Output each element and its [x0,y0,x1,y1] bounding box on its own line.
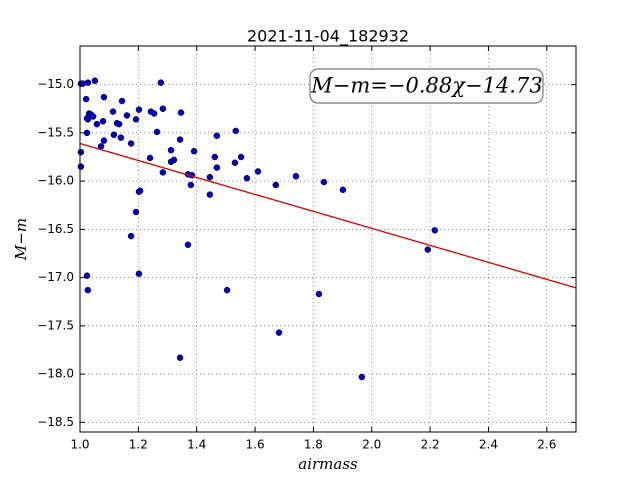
point [275,329,283,336]
y-tick-label: −15.0 [37,77,74,91]
x-tick-label: 2.4 [479,438,498,452]
point [83,272,91,279]
y-axis-label: M−m [12,218,30,261]
point [320,178,328,186]
point [77,163,85,170]
point [123,112,131,119]
point [83,129,91,137]
point [170,156,178,164]
x-tick-label: 1.2 [129,438,148,452]
point [211,153,219,161]
point [292,173,300,180]
point [206,191,214,198]
x-tick-label: 1.6 [246,438,265,452]
point [159,105,167,112]
point [237,153,245,161]
point [159,169,167,176]
point [339,186,347,194]
point [206,173,214,181]
point [223,286,231,294]
point [187,181,195,189]
point [424,246,432,253]
point [117,134,125,141]
point [89,113,97,120]
point [190,147,198,155]
point [135,106,143,113]
point [118,97,126,105]
point [113,119,121,127]
point [82,95,90,103]
point [91,77,99,84]
point [83,115,91,122]
point [84,79,92,86]
point [99,118,107,125]
point [232,127,240,135]
point [213,164,221,171]
point [84,286,92,294]
fit-line [79,142,577,289]
point [167,146,175,154]
point [136,187,144,194]
x-tick-label: 1.4 [187,438,206,452]
point [254,168,262,175]
annotation-box [309,68,544,104]
x-tick-label: 1.0 [70,438,89,452]
y-tick-label: −18.0 [37,367,74,381]
point [157,79,165,86]
point [231,159,239,167]
point [177,109,185,116]
y-tick-label: −17.5 [37,318,74,332]
point [176,136,184,143]
plot-area [77,46,577,432]
x-tick-label: 2.0 [362,438,381,452]
point [146,154,154,162]
x-axis-label: airmass [298,455,358,473]
point [431,227,439,234]
point [127,140,135,147]
point [213,132,221,139]
point [153,128,161,136]
y-tick-label: −16.5 [37,222,74,236]
point [150,110,158,117]
y-tick-label: −15.5 [37,125,74,139]
point [184,241,192,249]
point [127,232,135,240]
point [132,116,140,123]
point [176,354,184,361]
x-tick-label: 2.6 [537,438,556,452]
y-tick-label: −16.0 [37,174,74,188]
x-tick-label: 1.8 [304,438,323,452]
x-tick-label: 2.2 [421,438,440,452]
annotation: M−m=−0.88χ−14.73 [310,74,542,98]
chart-title: 2021-11-04_182932 [247,27,409,47]
y-tick-label: −17.0 [37,270,74,284]
point [358,373,366,381]
point [93,120,101,128]
point [77,148,85,156]
point [135,270,143,277]
axes-frame [79,45,577,433]
point [110,131,118,139]
point [109,108,117,115]
y-tick-label: −18.5 [37,415,74,429]
point [132,208,140,216]
point [100,137,108,144]
point [315,290,323,298]
point [243,174,251,182]
point [272,181,280,189]
point [100,93,108,101]
